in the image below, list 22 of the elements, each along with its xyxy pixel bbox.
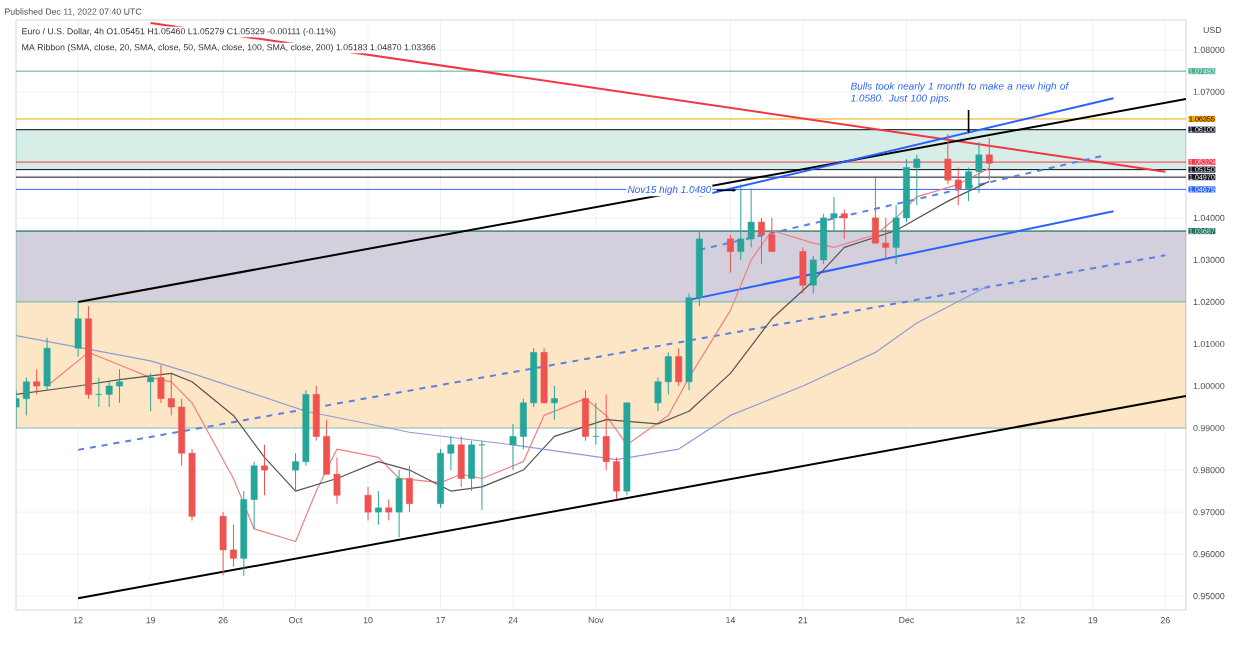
candlestick [985, 137, 993, 181]
line-series [46, 167, 990, 543]
candlestick [468, 440, 475, 492]
candlestick [374, 490, 382, 526]
candlestick [478, 440, 486, 511]
candlestick [406, 465, 413, 513]
candlestick [33, 368, 41, 395]
candlestick [147, 372, 155, 412]
candlestick [43, 337, 51, 391]
candlestick [582, 389, 589, 442]
candlestick [840, 209, 848, 240]
candlestick [22, 377, 30, 416]
candlestick [385, 498, 393, 521]
candlestick [364, 486, 372, 521]
candlestick [551, 385, 558, 421]
candlestick [675, 347, 683, 387]
candlestick [799, 246, 807, 295]
candlestick [395, 469, 403, 538]
candlestick [457, 435, 465, 488]
candlestick [727, 234, 734, 274]
candlestick [74, 301, 82, 358]
candlestick [261, 444, 268, 496]
